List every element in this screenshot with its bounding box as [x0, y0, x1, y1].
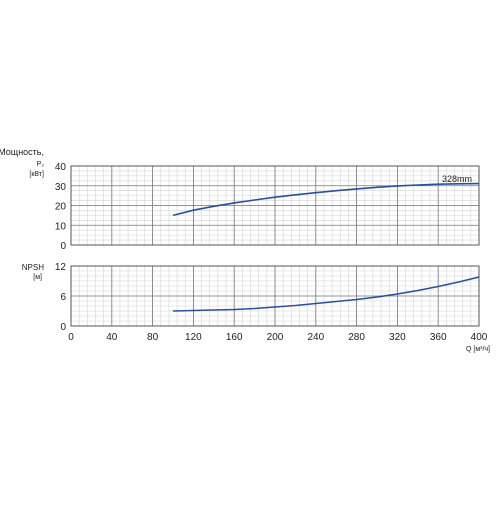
y-axis-label: [м]	[33, 274, 42, 281]
x-tick-label: 240	[307, 332, 324, 343]
plot-frame	[70, 165, 480, 246]
x-tick-label: 280	[348, 332, 365, 343]
x-tick-label: 40	[106, 332, 118, 343]
x-tick-label: 120	[185, 332, 202, 343]
grid-layer	[70, 165, 480, 327]
y-axis-label: P₂	[37, 161, 45, 168]
y-tick-label: 30	[55, 182, 67, 193]
x-tick-label: 200	[267, 332, 284, 343]
x-tick-label: 320	[389, 332, 406, 343]
x-tick-label: 360	[430, 332, 447, 343]
x-tick-label: 0	[68, 332, 74, 343]
y-axis-label: [кВт]	[29, 171, 44, 178]
y-tick-label: 6	[60, 292, 66, 303]
series-line	[172, 182, 480, 217]
series-line	[172, 276, 480, 312]
y-axis-label: Мощность,	[0, 147, 44, 157]
plot-frame	[70, 265, 480, 327]
x-tick-label: 160	[226, 332, 243, 343]
y-tick-label: 20	[55, 202, 67, 213]
y-axis-label: NPSH	[22, 263, 44, 272]
x-tick-label: 400	[471, 332, 488, 343]
curve-annotation: 328mm	[442, 174, 472, 184]
x-tick-label: 80	[147, 332, 159, 343]
y-tick-label: 12	[55, 262, 67, 273]
curves-layer	[172, 182, 480, 312]
y-tick-label: 0	[60, 241, 66, 252]
x-axis-label: Q [м³/ч]	[466, 346, 490, 353]
y-tick-label: 0	[60, 322, 66, 333]
labels-layer: 0 10 20 30 40 Мощность, P₂ [кВт] 328mm 0 6 12 NPSH [м…	[0, 147, 490, 353]
y-tick-label: 10	[55, 221, 67, 232]
y-tick-label: 40	[55, 162, 67, 173]
frame-layer	[70, 165, 480, 327]
